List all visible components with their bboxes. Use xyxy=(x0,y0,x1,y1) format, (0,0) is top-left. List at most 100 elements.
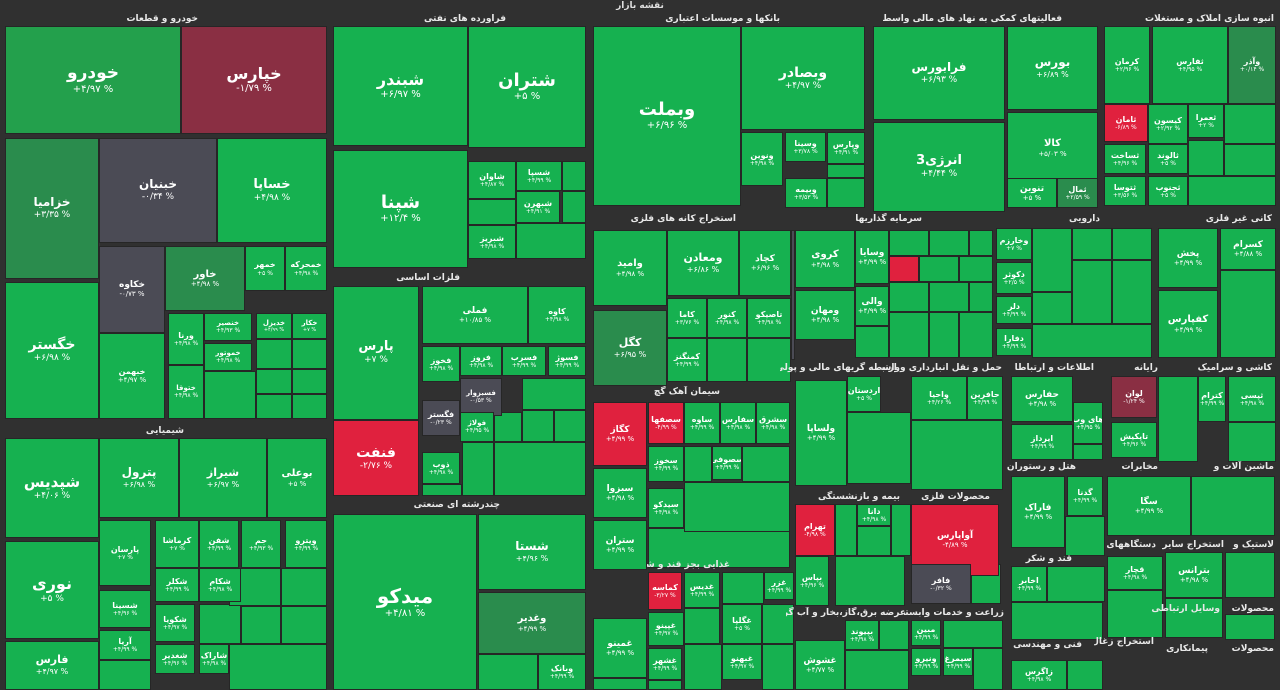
stock-tile[interactable]: وامید +۴/۹۸ % xyxy=(593,230,667,306)
stock-tile[interactable]: شاوان +۴/۸۷ % xyxy=(468,161,516,199)
stock-tile[interactable]: فروز +۴/۹۸ % xyxy=(460,346,502,376)
stock-tile-small[interactable] xyxy=(845,650,909,690)
stock-tile[interactable]: ثالوند +۵ % xyxy=(1148,144,1188,174)
stock-tile[interactable]: خگستر +۶/۹۸ % xyxy=(5,282,99,419)
stock-tile[interactable]: سشرق +۴/۹۸ % xyxy=(756,402,790,444)
stock-tile[interactable]: فملی +۱۰/۸۵ % xyxy=(422,286,528,344)
stock-tile[interactable]: خکار +۷ % xyxy=(292,313,327,339)
stock-tile[interactable]: شغدیر +۴/۹۶ % xyxy=(155,644,195,674)
stock-tile[interactable]: دکوثر +۲/۵ % xyxy=(996,262,1032,294)
stock-tile[interactable]: خزامیا +۳/۳۵ % xyxy=(5,138,99,279)
stock-tile[interactable]: فافر -۰/۳۲ % xyxy=(911,564,971,604)
stock-tile[interactable]: غزر +۴/۹۹ % xyxy=(764,572,794,600)
stock-tile[interactable]: وپارس +۴/۹۱ % xyxy=(827,132,865,164)
stock-tile-small[interactable] xyxy=(1032,292,1072,324)
stock-tile-small[interactable] xyxy=(827,178,865,208)
stock-tile[interactable]: اخابر +۴/۹۹ % xyxy=(1011,566,1047,602)
stock-tile[interactable]: ثجنوب +۵ % xyxy=(1148,176,1188,206)
stock-tile-small[interactable] xyxy=(1072,260,1112,324)
stock-tile[interactable]: وسینا +۳/۷۸ % xyxy=(785,132,826,162)
stock-tile[interactable]: کاوه +۴/۹۸ % xyxy=(528,286,586,344)
stock-tile-small[interactable] xyxy=(747,338,791,382)
stock-tile[interactable]: پارس +۷ % xyxy=(333,286,419,420)
stock-tile-small[interactable] xyxy=(1188,140,1224,176)
stock-tile[interactable]: کسرام +۴/۸۸ % xyxy=(1220,228,1276,270)
stock-tile-small[interactable] xyxy=(742,446,790,482)
stock-tile[interactable]: ویترو +۴/۹۹ % xyxy=(285,520,327,568)
stock-tile[interactable]: شبندر +۶/۹۷ % xyxy=(333,26,468,146)
stock-tile[interactable]: فسوژ +۴/۹۹ % xyxy=(548,346,586,376)
stock-tile[interactable]: کرماشا +۷ % xyxy=(155,520,199,568)
stock-tile-small[interactable] xyxy=(478,654,538,690)
stock-tile[interactable]: سصوفی+۴/۹۹ % xyxy=(712,446,742,480)
stock-tile-small[interactable] xyxy=(762,604,794,644)
stock-tile-small[interactable] xyxy=(1225,552,1275,598)
stock-tile[interactable]: فسرب +۴/۹۹ % xyxy=(502,346,546,376)
stock-tile[interactable]: خاور +۴/۹۸ % xyxy=(165,246,245,311)
stock-tile[interactable]: ساوه +۴/۹۹ % xyxy=(684,402,720,444)
stock-tile[interactable]: فسبزوار -۰/۵۳ % xyxy=(460,378,502,416)
stock-tile-small[interactable] xyxy=(593,678,647,690)
stock-tile[interactable]: شسپا +۴/۹۹ % xyxy=(516,161,562,191)
stock-tile[interactable]: ثفارس +۴/۹۵ % xyxy=(1152,26,1228,104)
stock-tile-small[interactable] xyxy=(1158,376,1198,462)
stock-tile[interactable]: غبهنو +۴/۹۷ % xyxy=(722,644,762,680)
stock-tile-small[interactable] xyxy=(494,442,586,496)
stock-tile[interactable]: شتران +۵ % xyxy=(468,26,586,148)
stock-tile[interactable]: فنفت -۲/۷۶ % xyxy=(333,420,419,496)
stock-tile[interactable]: شکلر +۴/۹۹ % xyxy=(155,568,199,602)
stock-tile[interactable]: تهرام -۴/۹۸ % xyxy=(795,504,835,556)
stock-tile[interactable]: شبهرن +۴/۹۱ % xyxy=(516,191,560,223)
stock-tile[interactable]: شستا +۴/۹۶ % xyxy=(478,514,586,590)
stock-tile-small[interactable] xyxy=(422,484,462,496)
stock-tile-small[interactable] xyxy=(969,230,993,256)
stock-tile[interactable]: بوعلی +۵ % xyxy=(267,438,327,518)
stock-tile[interactable]: شسینا +۴/۹۶ % xyxy=(99,590,151,628)
stock-tile-small[interactable] xyxy=(199,604,241,644)
stock-tile-small[interactable] xyxy=(857,526,891,556)
stock-tile-small[interactable] xyxy=(1047,566,1105,602)
stock-tile-small[interactable] xyxy=(1225,614,1275,640)
stock-tile[interactable]: کگاز +۴/۹۹ % xyxy=(593,402,647,466)
stock-tile-small[interactable] xyxy=(516,223,586,259)
stock-tile[interactable]: شپدیس +۴/۰۶ % xyxy=(5,438,99,538)
stock-tile[interactable]: شپنا +۱۲/۴ % xyxy=(333,150,468,268)
stock-tile-small[interactable] xyxy=(929,282,969,312)
stock-tile[interactable]: گدنا +۴/۹۹ % xyxy=(1067,476,1103,516)
stock-tile-small[interactable] xyxy=(684,446,712,482)
stock-tile[interactable]: فخوز +۴/۹۸ % xyxy=(422,346,460,382)
stock-tile-small[interactable] xyxy=(1107,590,1163,638)
stock-tile[interactable]: خساپا +۴/۹۸ % xyxy=(217,138,327,243)
stock-tile[interactable]: کماسه -۳/۲۷ % xyxy=(648,572,682,610)
stock-tile[interactable]: وبیمه +۳/۵۳ % xyxy=(785,178,827,208)
stock-tile-small[interactable] xyxy=(684,482,790,532)
stock-tile[interactable]: ذوب +۴/۹۸ % xyxy=(422,452,460,484)
stock-tile[interactable]: غپینو +۴/۹۷ % xyxy=(648,612,684,646)
stock-tile-small[interactable] xyxy=(889,256,919,282)
stock-tile[interactable]: خپارس -۱/۷۹ % xyxy=(181,26,327,134)
stock-tile-small[interactable] xyxy=(835,556,905,606)
stock-tile[interactable]: شیراز +۶/۹۷ % xyxy=(179,438,267,518)
stock-tile[interactable]: کنور +۴/۹۸ % xyxy=(707,298,747,338)
stock-tile-small[interactable] xyxy=(722,572,764,604)
stock-tile[interactable]: وغدیر +۴/۹۹ % xyxy=(478,592,586,654)
stock-tile[interactable]: کگل +۶/۹۵ % xyxy=(593,310,667,386)
stock-tile[interactable]: کالا +۵/۰۳ % xyxy=(1007,112,1098,184)
stock-tile-small[interactable] xyxy=(281,568,327,606)
stock-tile[interactable]: فگستر -۰/۲۳ % xyxy=(422,400,460,436)
stock-tile[interactable]: خنصیر +۴/۹۳ % xyxy=(204,313,252,341)
stock-tile[interactable]: وآذر +۰/۱۴ % xyxy=(1228,26,1276,104)
stock-tile[interactable]: غدیس +۴/۹۹ % xyxy=(684,572,720,608)
stock-tile[interactable]: خودرو +۴/۹۷ % xyxy=(5,26,181,134)
stock-tile-small[interactable] xyxy=(1011,602,1103,640)
stock-tile-small[interactable] xyxy=(292,394,327,419)
stock-tile[interactable]: فارس +۴/۹۷ % xyxy=(5,641,99,690)
stock-tile-small[interactable] xyxy=(959,312,993,358)
stock-tile-small[interactable] xyxy=(292,369,327,394)
stock-tile[interactable]: وخارزم +۷ % xyxy=(996,228,1032,260)
stock-tile-small[interactable] xyxy=(1112,260,1152,324)
stock-tile-small[interactable] xyxy=(827,164,865,178)
stock-tile[interactable]: سیمرغ +۴/۹۹ % xyxy=(943,648,973,676)
stock-tile[interactable]: کروی +۴/۹۸ % xyxy=(795,230,855,288)
stock-tile-small[interactable] xyxy=(684,608,720,644)
